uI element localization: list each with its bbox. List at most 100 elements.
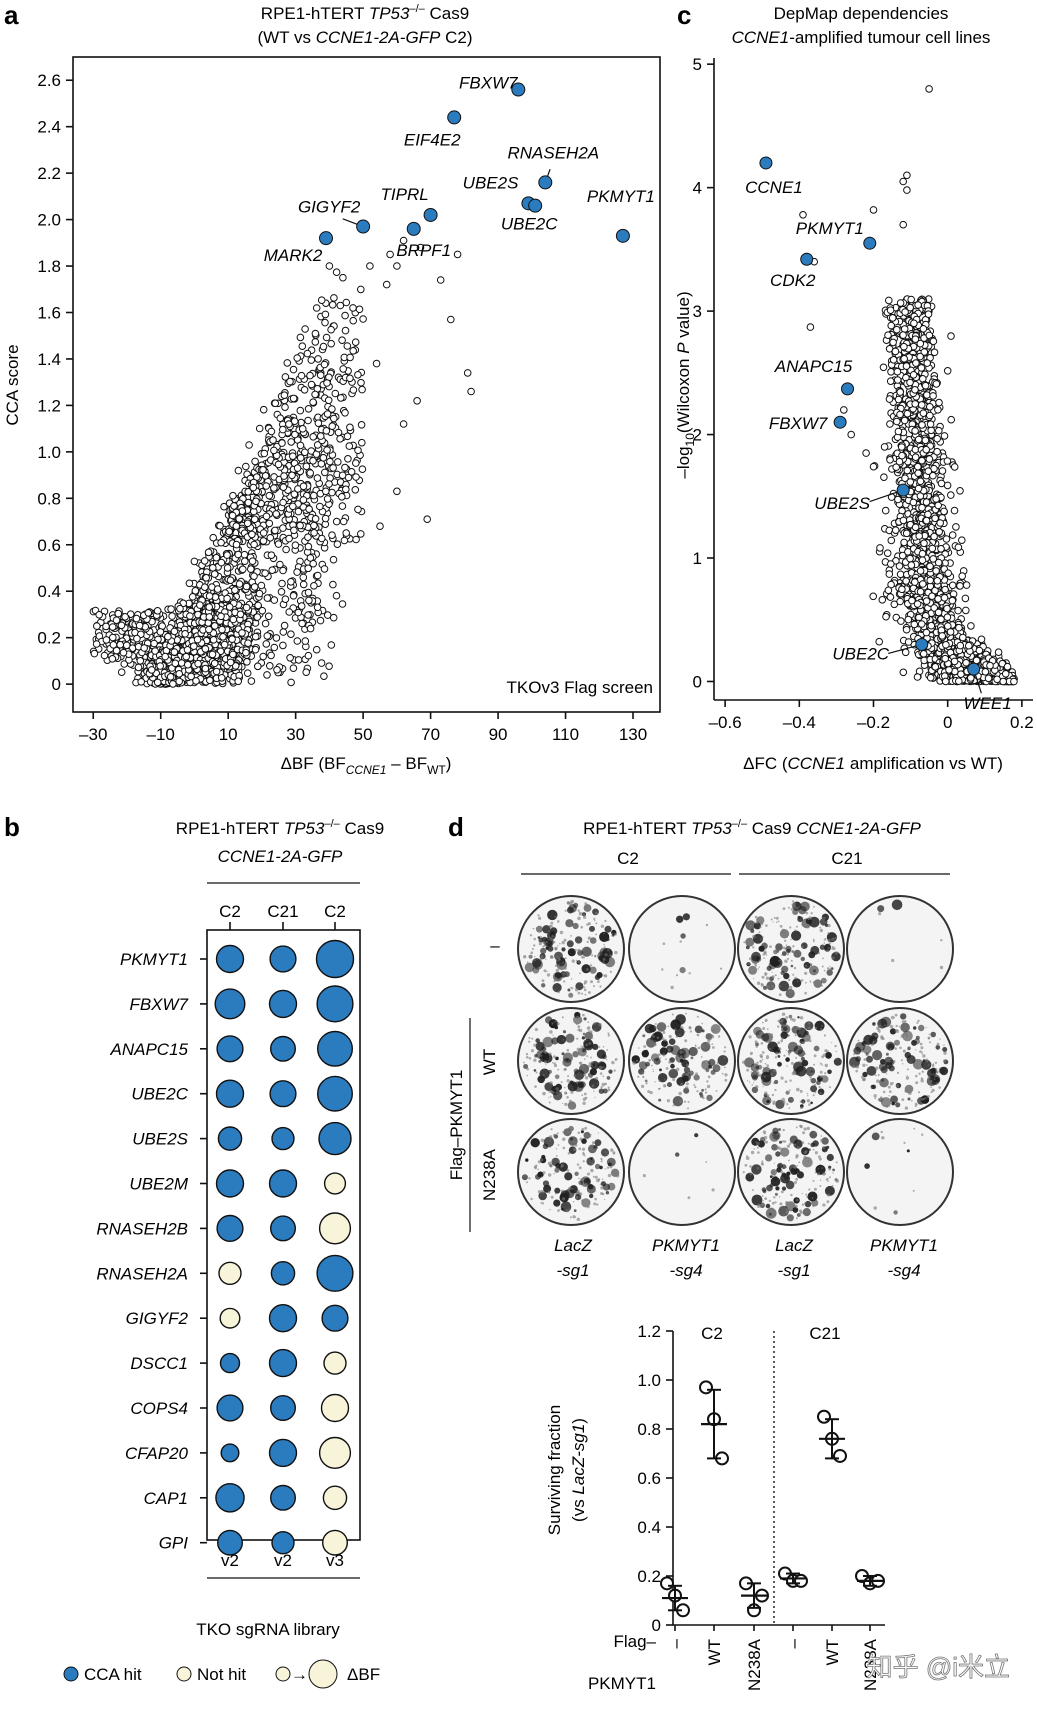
panel-a-gene-point — [241, 557, 249, 566]
panel-a-gene-point — [235, 515, 243, 523]
panel-a-gene-point — [340, 536, 349, 545]
panel-a-gene-point — [276, 414, 285, 423]
panel-a-gene-point — [242, 648, 250, 657]
panel-a-gene-point — [320, 565, 329, 573]
panel-a-gene-point — [226, 658, 235, 667]
panel-a-ytick-label: 0.4 — [37, 582, 61, 601]
panel-a-gene-point — [229, 650, 237, 659]
panel-a-gene-point — [323, 410, 332, 418]
panel-a-gene-point — [382, 280, 391, 289]
panel-a-gene-point — [463, 369, 472, 377]
panel-a-gene-point — [194, 659, 202, 668]
panel-a-gene-point — [122, 641, 131, 650]
panel-a-hit-label: PKMYT1 — [587, 187, 655, 206]
panel-a-gene-point — [376, 522, 384, 531]
panel-c-gene-point — [958, 572, 967, 580]
panel-a-gene-point — [357, 378, 365, 387]
panel-a-gene-point — [372, 359, 381, 368]
panel-a-gene-point — [244, 639, 252, 648]
panel-a-gene-point — [310, 521, 318, 530]
panel-a-gene-point — [267, 551, 276, 560]
panel-a-gene-point — [313, 571, 322, 580]
panel-a-gene-point — [274, 460, 283, 469]
panel-a-gene-point — [289, 502, 297, 511]
panel-a-gene-point — [150, 639, 158, 648]
panel-a-gene-point — [119, 648, 128, 657]
panel-a-gene-point — [343, 342, 352, 350]
panel-a-gene-point — [167, 605, 175, 613]
panel-a-gene-point — [341, 409, 349, 417]
panel-a-gene-point — [251, 457, 259, 466]
panel-a-gene-point — [299, 496, 308, 504]
panel-a-gene-point — [243, 658, 251, 666]
panel-a-gene-point — [262, 512, 271, 521]
panel-a-gene-point — [170, 648, 179, 656]
panel-a-gene-point — [304, 405, 313, 413]
panel-a-gene-point — [217, 674, 226, 682]
panel-a-gene-point — [260, 449, 269, 458]
panel-c-gene-point — [899, 668, 908, 677]
panel-a-gene-point — [304, 533, 312, 542]
panel-a-gene-point — [298, 619, 306, 628]
panel-a-background-genes — [89, 236, 475, 688]
panel-a-gene-point — [190, 557, 199, 566]
panel-a-xtick-label: 90 — [489, 725, 508, 744]
panel-a-axes: –30 –10 10 30 50 70 90 110 13000.20.40.60.81.01.… — [37, 71, 647, 744]
panel-a-gene-point — [235, 580, 244, 588]
panel-a-gene-point — [109, 641, 118, 649]
panel-a-gene-point — [298, 342, 307, 351]
panel-a-gene-point — [321, 318, 329, 327]
panel-c-xtick-label: –0.4 — [783, 713, 816, 732]
panel-a-hit-label: EIF4E2 — [404, 130, 461, 149]
panel-a-gene-point — [328, 488, 336, 497]
panel-a-gene-point — [213, 585, 222, 593]
panel-c-gene-point — [942, 535, 951, 543]
panel-a-gene-point — [136, 657, 145, 665]
panel-a-gene-point — [307, 380, 316, 389]
panel-a-gene-point — [399, 420, 408, 428]
panel-a-gene-point — [328, 531, 336, 540]
panel-a-gene-point — [310, 582, 318, 590]
panel-a-gene-point — [273, 666, 281, 674]
panel-a-gene-point — [447, 315, 455, 324]
panel-a-gene-point — [274, 540, 283, 548]
panel-a-gene-point — [355, 305, 364, 314]
panel-a-gene-point — [304, 542, 313, 551]
panel-a-gene-point — [263, 594, 272, 602]
panel-a-gene-point — [317, 296, 326, 305]
panel-a-gene-point — [282, 545, 290, 554]
panel-a-gene-point — [92, 640, 101, 648]
panel-a-gene-point — [228, 635, 236, 644]
panel-a-gene-point — [302, 462, 311, 471]
panel-a-gene-point — [100, 651, 109, 660]
panel-a-gene-point — [238, 507, 247, 515]
panel-a-highlighted-genes: FBXW7EIF4E2RNASEH2ATIPRLUBE2SUBE2CPKMYT1… — [264, 74, 655, 266]
panel-a-gene-point — [175, 677, 183, 686]
panel-a-gene-point — [184, 660, 192, 669]
panel-a-gene-point — [322, 333, 331, 342]
panel-a-gene-point — [261, 569, 269, 578]
panel-a-gene-point — [357, 285, 365, 294]
panel-a-hit-point — [319, 231, 334, 246]
panel-a-gene-point — [338, 493, 346, 501]
panel-a-gene-point — [177, 659, 186, 667]
panel-a-gene-point — [293, 637, 302, 645]
panel-a-gene-point — [319, 342, 328, 351]
panel-a-gene-point — [229, 615, 238, 624]
panel-a-gene-point — [211, 622, 219, 630]
panel-a-gene-point — [314, 419, 323, 428]
panel-a-gene-point — [358, 385, 366, 394]
panel-a-gene-point — [240, 550, 249, 559]
panel-a-gene-point — [204, 548, 213, 557]
panel-a-gene-point — [261, 619, 270, 628]
panel-a-gene-point — [217, 558, 226, 567]
panel-a-hit-label: UBE2S — [463, 173, 519, 192]
panel-a-gene-point — [467, 387, 475, 396]
panel-a-gene-point — [325, 480, 333, 488]
panel-a-gene-point — [186, 612, 194, 620]
panel-c-gene-point — [943, 481, 952, 490]
panel-a-gene-point — [339, 365, 348, 373]
panel-a-gene-point — [311, 390, 319, 399]
panel-a-gene-point — [281, 403, 289, 412]
panel-a-gene-point — [289, 664, 298, 673]
